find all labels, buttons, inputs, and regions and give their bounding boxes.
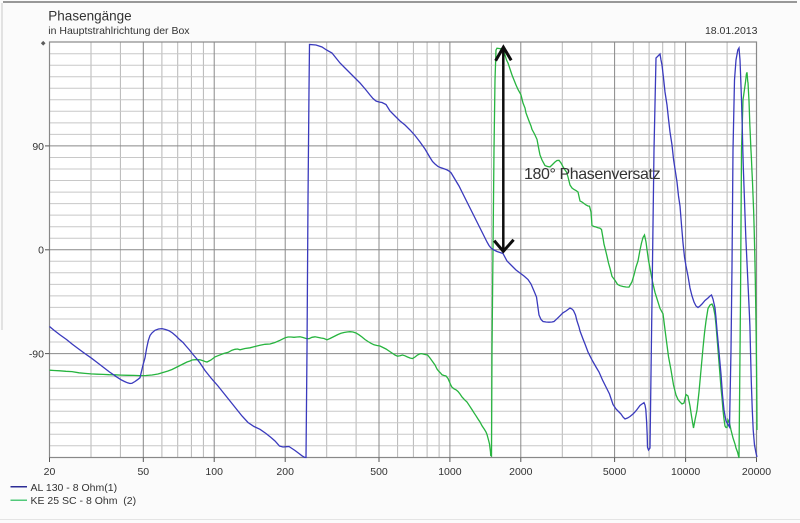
svg-text:18.01.2013: 18.01.2013: [705, 25, 758, 37]
svg-text:2000: 2000: [509, 466, 533, 478]
svg-text:0: 0: [38, 245, 44, 257]
svg-text:500: 500: [370, 466, 388, 478]
svg-text:200: 200: [276, 466, 294, 478]
svg-text:AL 130 - 8 Ohm(1): AL 130 - 8 Ohm(1): [31, 482, 118, 494]
svg-text:100: 100: [205, 466, 223, 478]
svg-text:180° Phasenversatz: 180° Phasenversatz: [524, 166, 661, 183]
svg-text:in Hauptstrahlrichtung der Box: in Hauptstrahlrichtung der Box: [48, 25, 190, 37]
svg-text:Phasengänge: Phasengänge: [48, 9, 131, 24]
svg-text:20000: 20000: [742, 466, 771, 478]
svg-text:50: 50: [137, 466, 149, 478]
svg-text:KE 25 SC - 8 Ohm (2): KE 25 SC - 8 Ohm (2): [31, 495, 137, 507]
svg-text:90: 90: [32, 141, 44, 153]
svg-text:1000: 1000: [438, 466, 462, 478]
svg-text:20: 20: [44, 466, 56, 478]
svg-text:-90: -90: [29, 349, 44, 361]
svg-text:10000: 10000: [671, 466, 700, 478]
svg-text:5000: 5000: [603, 466, 627, 478]
